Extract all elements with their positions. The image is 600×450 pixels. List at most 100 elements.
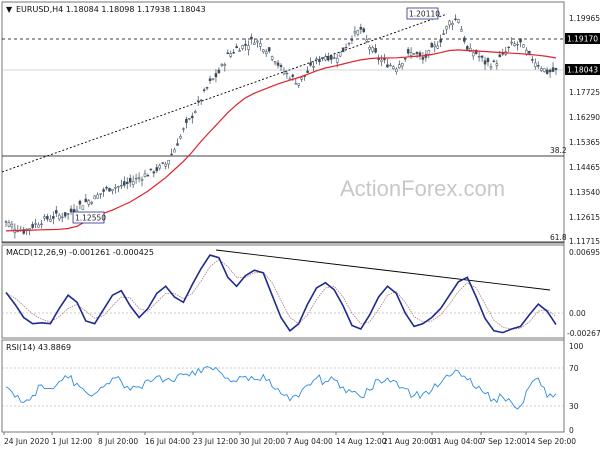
candle-body (522, 44, 525, 48)
candle-body (182, 128, 185, 130)
candle-body (43, 216, 46, 219)
candle-body (37, 224, 40, 228)
candle-body (395, 68, 398, 73)
candle-body (264, 51, 268, 55)
candle-body (146, 175, 150, 177)
candle-body (49, 218, 52, 222)
low-label-box (72, 211, 105, 224)
candle-body (321, 57, 324, 59)
candle-body (392, 66, 395, 70)
candle-body (143, 173, 147, 177)
candle-body (489, 66, 493, 69)
candle-body (525, 49, 528, 55)
candle-body (507, 46, 510, 49)
candle-body (179, 136, 182, 139)
candle-body (235, 46, 238, 48)
candle-body (120, 184, 123, 187)
candle-body (498, 54, 502, 57)
candle-body (433, 44, 437, 47)
candle-body (445, 26, 448, 30)
high-label: 1.20110 (409, 10, 440, 19)
candle-body (155, 167, 159, 172)
rsi-y-tick: 30 (569, 402, 579, 411)
candle-body (220, 64, 224, 66)
candle-body (451, 23, 454, 26)
candle-body (442, 33, 445, 35)
candle-body (253, 42, 256, 45)
y-tick-main: 1.12615 (569, 213, 600, 222)
macd-title: MACD(12,26,9) -0.001261 -0.000425 (6, 248, 154, 257)
candle-body (539, 68, 543, 71)
candle-body (247, 45, 250, 50)
y-tick-main: 1.16290 (569, 113, 600, 122)
candle-body (454, 18, 457, 20)
candle-body (415, 52, 419, 54)
current-price-badge (565, 64, 600, 75)
candle-body (468, 47, 472, 52)
candle-body (510, 41, 513, 44)
candle-body (270, 56, 274, 60)
candle-body (262, 49, 265, 53)
candle-body (7, 222, 11, 227)
candle-body (199, 99, 203, 102)
candle-body (327, 55, 330, 61)
candle-body (196, 100, 200, 102)
x-tick-label: 14 Aug 12:00 (336, 437, 387, 446)
candle-body (72, 209, 76, 213)
candle-body (285, 72, 289, 75)
candle-body (554, 67, 558, 70)
candle-body (380, 59, 383, 62)
rsi-panel-frame (1, 339, 565, 433)
candle-body (193, 111, 197, 113)
candle-body (137, 177, 141, 179)
rsi-line (5, 366, 557, 410)
candle-body (185, 118, 188, 123)
candle-body (279, 65, 283, 68)
candle-body (406, 49, 410, 54)
candle-body (164, 163, 167, 167)
candle-body (81, 205, 85, 210)
x-tick-label: 30 Jul 20:00 (240, 437, 285, 446)
candle-body (125, 181, 129, 185)
x-tick-label: 16 Jul 04:00 (145, 437, 190, 446)
candle-body (167, 160, 170, 165)
candle-body (55, 210, 58, 214)
candle-body (161, 162, 164, 164)
macd-signal-line (5, 258, 557, 330)
rsi-y-tick: 70 (569, 364, 579, 373)
macd-panel-frame (1, 244, 565, 339)
candle-body (457, 19, 460, 23)
candle-body (46, 216, 49, 220)
candle-body (205, 87, 209, 89)
candle-body (368, 46, 371, 50)
candle-body (267, 47, 271, 52)
x-tick-label: 31 Aug 04:00 (432, 437, 483, 446)
candle-body (350, 39, 354, 41)
candle-body (371, 47, 374, 52)
candle-body (96, 194, 99, 199)
candle-body (63, 212, 67, 217)
candle-body (513, 43, 516, 47)
candle-body (114, 186, 117, 189)
candle-body (501, 53, 505, 55)
candle-body (78, 200, 82, 205)
candle-body (421, 57, 425, 60)
y-tick-main: 1.17725 (569, 88, 600, 97)
candle-body (111, 188, 114, 192)
candle-body (4, 221, 8, 223)
main-title: EURUSD,H4 1.18084 1.18098 1.17938 1.1804… (16, 5, 206, 14)
candle-body (386, 64, 389, 68)
candle-body (93, 195, 96, 200)
x-tick-label: 8 Jul 20:00 (98, 437, 138, 446)
candle-body (315, 58, 318, 60)
candle-body (66, 213, 70, 215)
candle-body (545, 69, 549, 74)
candle-body (84, 198, 88, 202)
candle-body (188, 118, 191, 120)
candle-body (294, 83, 298, 85)
candle-body (332, 57, 336, 59)
x-tick-label: 21 Aug 20:00 (383, 437, 434, 446)
candle-body (250, 36, 253, 40)
